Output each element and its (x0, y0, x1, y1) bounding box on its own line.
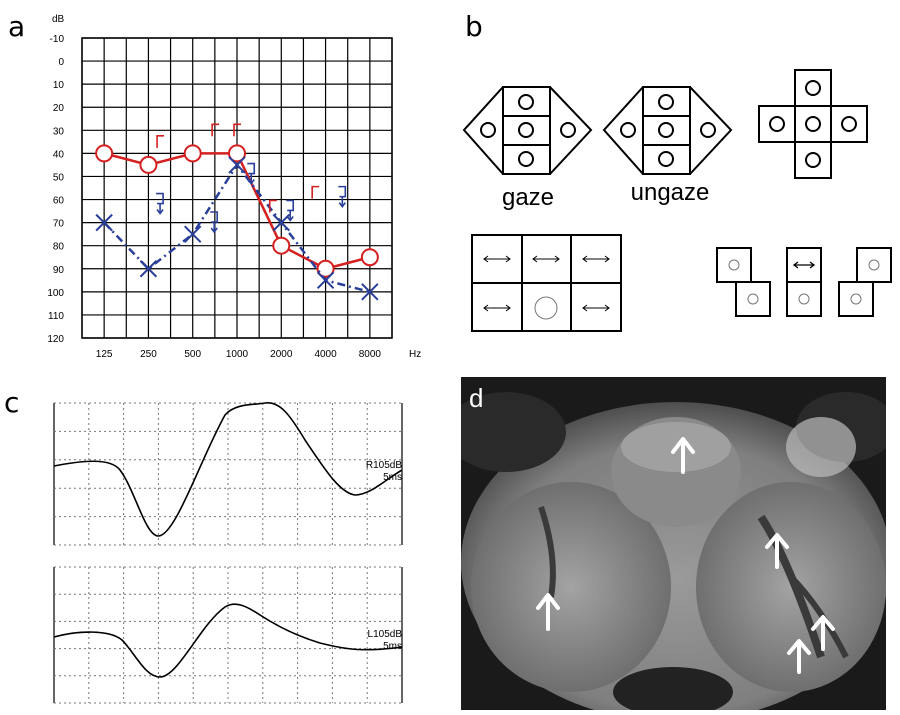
y-tick-label: 60 (53, 196, 65, 207)
data-point-bracket (210, 211, 219, 234)
x-tick-label: 500 (184, 349, 201, 360)
y-unit-label: dB (52, 14, 65, 25)
y-tick-label: 20 (53, 103, 65, 114)
data-point-bracket (247, 162, 256, 185)
arrow-icon-3 (536, 593, 560, 631)
left-time: 5ms (383, 641, 402, 652)
nystagmus-diagram: gaze ungaze (462, 69, 892, 332)
y-tick-label: 90 (53, 265, 65, 276)
data-point-circle (183, 144, 202, 163)
left-waveform (53, 603, 403, 678)
y-tick-label: 80 (53, 242, 65, 253)
panel-label-c: c (4, 386, 20, 419)
double-arrow-icon (792, 261, 816, 269)
panel-label-b: b (465, 10, 483, 43)
data-point-bracket (311, 185, 320, 199)
x-tick-labels: 125 250 500 1000 2000 4000 8000 (96, 349, 382, 360)
y-tick-label: 120 (47, 334, 64, 345)
data-point-cross (272, 213, 290, 232)
gaze-label: gaze (502, 184, 554, 211)
audiogram-chart: dB Hz -10 0 10 20 30 40 50 60 70 80 90 100 110 120 12… (47, 14, 421, 360)
data-point-cross (95, 213, 113, 232)
data-point-circle (95, 144, 114, 163)
right-time: 5ms (383, 472, 402, 483)
left-label: L105dB (368, 629, 403, 640)
x-unit-label: Hz (409, 349, 421, 360)
panel-label-d: d (469, 383, 483, 413)
data-point-bracket (286, 199, 295, 222)
y-tick-label: 70 (53, 219, 65, 230)
mri-image: d (461, 377, 886, 710)
double-arrow-icon (582, 255, 610, 263)
gaze-diagram (462, 86, 593, 175)
lesion-arrows (536, 437, 835, 674)
x-tick-label: 2000 (270, 349, 293, 360)
data-point-bracket (211, 123, 220, 137)
right-waveform (53, 402, 403, 537)
positional-grid (471, 234, 622, 332)
abr-grid (53, 402, 403, 704)
y-tick-label: -10 (50, 34, 65, 45)
data-point-cross (184, 225, 202, 243)
y-tick-label: 50 (53, 172, 65, 183)
data-point-bracket (268, 199, 277, 213)
double-arrow-icon (582, 304, 610, 312)
data-point-cross (316, 271, 335, 290)
double-arrow-icon (532, 255, 560, 263)
y-tick-label: 100 (47, 288, 64, 299)
arrow-icon-5 (787, 639, 811, 674)
data-point-bracket (156, 192, 164, 215)
data-point-bracket (156, 135, 165, 148)
audiogram-series (95, 123, 379, 301)
data-point-bracket (233, 123, 241, 137)
ungaze-diagram (602, 86, 733, 175)
ungaze-label: ungaze (631, 179, 710, 206)
x-tick-label: 8000 (359, 349, 382, 360)
data-point-circle (139, 155, 158, 174)
data-point-cross (228, 156, 246, 174)
audiogram-grid (81, 37, 393, 339)
data-point-circle (272, 236, 291, 255)
x-tick-label: 1000 (226, 349, 249, 360)
y-tick-label: 30 (53, 126, 65, 137)
data-point-cross (139, 260, 158, 278)
y-tick-label: 0 (58, 57, 64, 68)
data-point-circle (228, 144, 246, 163)
double-arrow-icon (483, 255, 511, 263)
x-tick-label: 250 (140, 349, 157, 360)
arrow-icon-1 (671, 437, 695, 474)
data-point-circle (316, 259, 335, 278)
arrow-icon-4 (811, 615, 835, 651)
arrow-icon-2 (765, 533, 789, 569)
double-arrow-icon (483, 304, 511, 312)
x-tick-label: 125 (96, 349, 113, 360)
panel-label-a: a (8, 10, 26, 43)
y-tick-label: 10 (53, 80, 65, 91)
data-point-bracket (338, 185, 347, 208)
abr-waveforms: R105dB 5ms L105dB 5ms (53, 402, 403, 704)
y-tick-label: 40 (53, 149, 65, 160)
data-point-cross (361, 283, 379, 301)
y-tick-labels: -10 0 10 20 30 40 50 60 70 80 90 100 110 120 (47, 34, 64, 345)
cross-diagram (758, 69, 868, 179)
x-tick-label: 4000 (314, 349, 337, 360)
positional-squares (716, 247, 892, 317)
data-point-circle (360, 248, 379, 267)
right-label: R105dB (366, 460, 402, 471)
y-tick-label: 110 (48, 311, 64, 322)
